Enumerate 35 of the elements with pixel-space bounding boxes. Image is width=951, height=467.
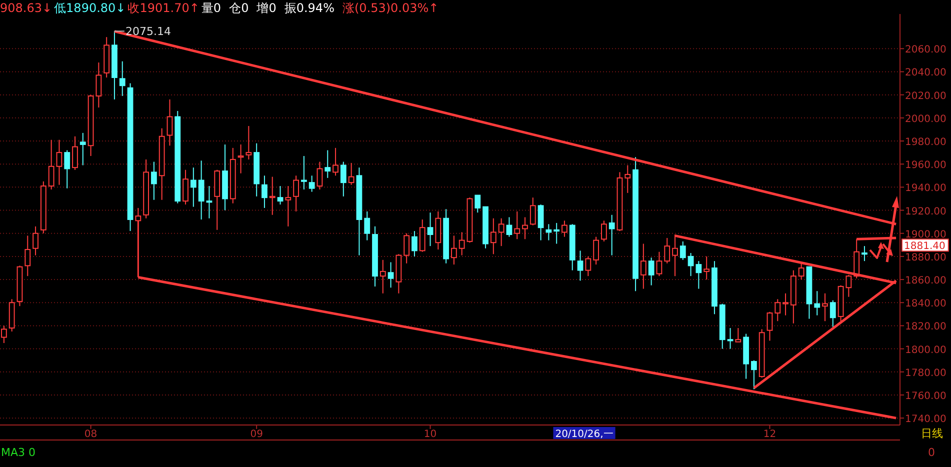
y-tick-label: 1960.00 [905,160,946,172]
y-tick-label: 1860.00 [905,276,946,287]
text: 1881.40 [904,241,946,252]
annotation: 振0.94% [284,1,334,15]
x-tick-label: 10 [424,429,437,440]
annotation: 2075.14 [125,25,171,38]
text: 日线 [921,427,943,440]
x-tick-label: 08 [84,429,98,440]
y-tick-label: 1800.00 [905,344,946,356]
y-tick-label: 1740.00 [905,414,946,426]
annotation: 908.63↓ [0,1,52,15]
annotation: 涨(0.53)0.03%↑ [342,1,439,15]
x-tick-label: 09 [250,429,263,440]
y-tick-label: 2000.00 [905,114,946,125]
annotation: 仓0 [229,1,249,15]
y-tick-label: 2060.00 [905,44,946,56]
y-tick-label: 1900.00 [905,229,946,240]
y-tick-label: 1920.00 [905,206,946,218]
text: MA3 0 [1,446,36,459]
y-tick-label: 1940.00 [905,183,946,194]
annotation: 增0 [256,1,276,15]
y-tick-label: 1980.00 [905,136,946,148]
y-tick-label: 1880.00 [905,252,946,264]
x-tick-label: 12 [763,429,776,440]
text: 0 [928,446,935,459]
annotation: 量0 [201,1,222,15]
y-tick-label: 2040.00 [905,68,946,79]
annotation: 收1901.70↑ [128,1,200,15]
y-tick-label: 2020.00 [905,90,946,102]
y-tick-label: 1780.00 [905,368,946,379]
text: 20/10/26,一 [555,429,614,440]
y-tick-label: 1760.00 [905,390,946,402]
annotation: 低1890.80↓ [54,1,126,15]
y-tick-label: 1840.00 [905,298,946,310]
y-tick-label: 1820.00 [905,322,946,333]
